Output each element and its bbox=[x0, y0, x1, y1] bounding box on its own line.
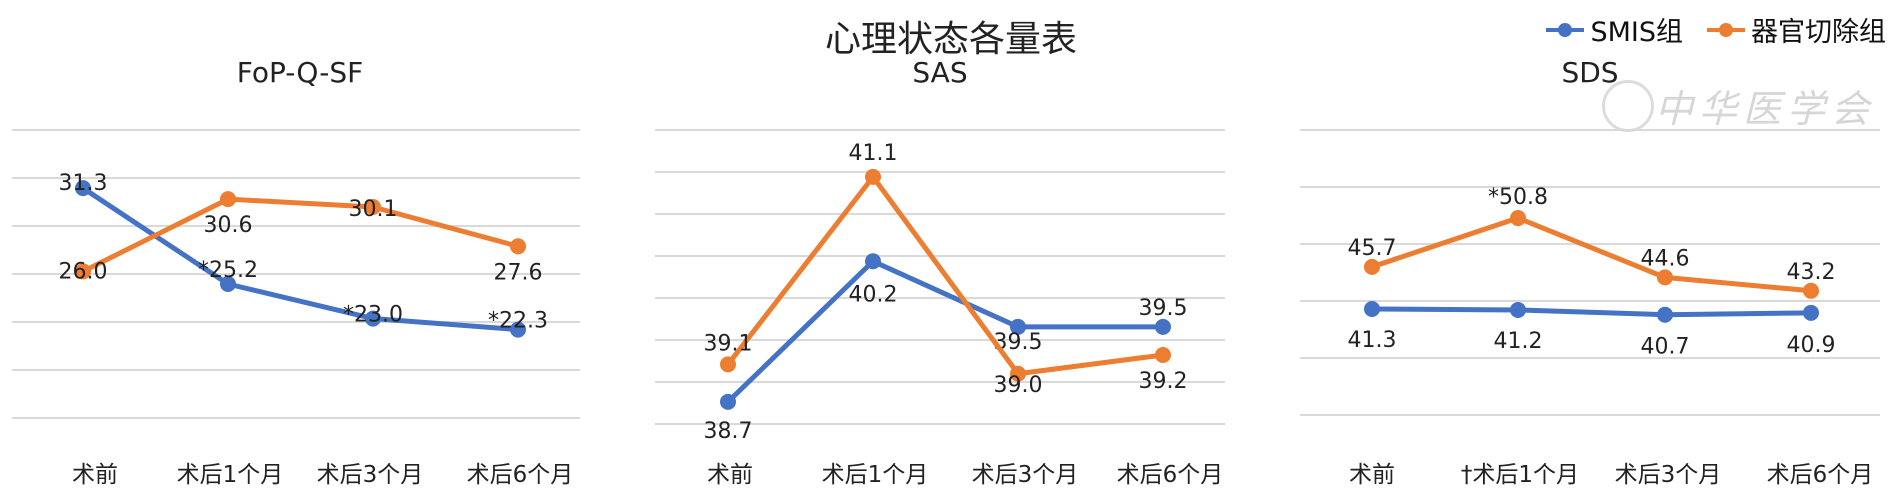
legend-item-smis: SMIS组 bbox=[1546, 10, 1683, 49]
series-line-organ bbox=[81, 196, 519, 274]
x-tick-label: 术后3个月 bbox=[972, 462, 1079, 488]
legend-swatch-organ bbox=[1707, 22, 1745, 37]
data-label: 45.7 bbox=[1348, 236, 1397, 261]
x-tick-label: 术后1个月 bbox=[822, 462, 929, 488]
legend-label-smis: SMIS组 bbox=[1590, 17, 1683, 48]
data-point bbox=[220, 276, 236, 292]
x-tick-label: 术后1个月 bbox=[177, 462, 284, 488]
data-point bbox=[1155, 347, 1171, 363]
data-label: 40.7 bbox=[1641, 335, 1690, 360]
data-label: *23.0 bbox=[343, 303, 403, 328]
data-label: *22.3 bbox=[488, 309, 548, 334]
data-point bbox=[1803, 282, 1819, 299]
data-point bbox=[1364, 258, 1380, 275]
data-point bbox=[1155, 318, 1171, 335]
data-label: *50.8 bbox=[1488, 185, 1548, 210]
panel-title: FoP-Q-SF bbox=[237, 56, 363, 89]
data-point bbox=[220, 191, 236, 208]
panel-title: SAS bbox=[912, 56, 967, 89]
data-label: 41.1 bbox=[849, 141, 898, 166]
data-point bbox=[1510, 210, 1526, 227]
data-label: *25.2 bbox=[198, 258, 258, 283]
data-label: 27.6 bbox=[494, 260, 543, 285]
data-label: 30.6 bbox=[204, 213, 253, 238]
x-tick-label: 术前 bbox=[72, 462, 118, 488]
panel-title: SDS bbox=[1561, 56, 1618, 89]
data-point bbox=[365, 199, 381, 215]
data-point bbox=[75, 263, 91, 280]
series-line-smis bbox=[1371, 306, 1812, 318]
x-tick-label: 术前 bbox=[1349, 462, 1395, 488]
data-point bbox=[720, 393, 736, 410]
data-point bbox=[75, 180, 91, 197]
data-point bbox=[720, 356, 736, 373]
legend-swatch-smis bbox=[1546, 22, 1585, 37]
data-point bbox=[1657, 269, 1673, 286]
legend: SMIS组 器官切除组 bbox=[1546, 10, 1886, 49]
x-tick-label: †术后1个月 bbox=[1461, 462, 1579, 488]
data-label: 30.1 bbox=[349, 197, 398, 222]
data-point bbox=[1010, 365, 1026, 382]
data-label: 39.2 bbox=[1139, 369, 1188, 394]
data-label: 39.0 bbox=[994, 373, 1043, 398]
chart-title: 心理状态各量表 bbox=[824, 19, 1077, 60]
series-line-smis bbox=[81, 186, 519, 333]
data-point bbox=[1510, 301, 1526, 318]
x-tick-label: 术前 bbox=[707, 462, 753, 488]
data-label: 41.2 bbox=[1494, 329, 1543, 354]
x-tick-label: 术后3个月 bbox=[1615, 462, 1722, 488]
x-tick-label: 术后6个月 bbox=[1767, 462, 1874, 488]
data-label: 39.5 bbox=[1139, 296, 1188, 321]
data-point bbox=[365, 310, 381, 327]
x-tick-label: 术后6个月 bbox=[467, 462, 574, 488]
x-tick-label: 术后3个月 bbox=[317, 462, 424, 488]
data-label: 26.0 bbox=[59, 259, 108, 284]
legend-label-organ: 器官切除组 bbox=[1751, 17, 1886, 48]
series-line-organ bbox=[1371, 215, 1812, 294]
data-point bbox=[1010, 318, 1026, 335]
data-point bbox=[510, 321, 526, 338]
data-label: 39.1 bbox=[704, 331, 753, 356]
chart-panel-2: SDS 术前 †术后1个月 术后3个月 术后6个月 41.3 41.2 40.7 40.9 45.… bbox=[1300, 56, 1880, 488]
watermark: 中华医学会 bbox=[1655, 87, 1876, 131]
data-label: 44.6 bbox=[1641, 246, 1690, 271]
data-point bbox=[1803, 304, 1819, 321]
chart-panel-0: FoP-Q-SF 术前 术后1个月 术后3个月 术后6个月 31.3 *25.2 *23.0 *… bbox=[12, 56, 580, 488]
data-point bbox=[1657, 306, 1673, 323]
series-line-smis bbox=[726, 258, 1163, 404]
data-point bbox=[1364, 300, 1380, 317]
data-label: 41.3 bbox=[1348, 328, 1397, 353]
data-point bbox=[865, 253, 881, 270]
data-label: 40.2 bbox=[849, 282, 898, 307]
series-line-organ bbox=[726, 174, 1164, 377]
data-point bbox=[865, 168, 881, 185]
data-label: 38.7 bbox=[704, 419, 753, 444]
data-point bbox=[510, 238, 526, 255]
x-tick-label: 术后6个月 bbox=[1117, 462, 1224, 488]
data-label: 43.2 bbox=[1787, 260, 1836, 285]
data-label: 31.3 bbox=[59, 171, 108, 196]
legend-item-organ: 器官切除组 bbox=[1707, 10, 1886, 49]
data-label: 40.9 bbox=[1787, 333, 1836, 358]
